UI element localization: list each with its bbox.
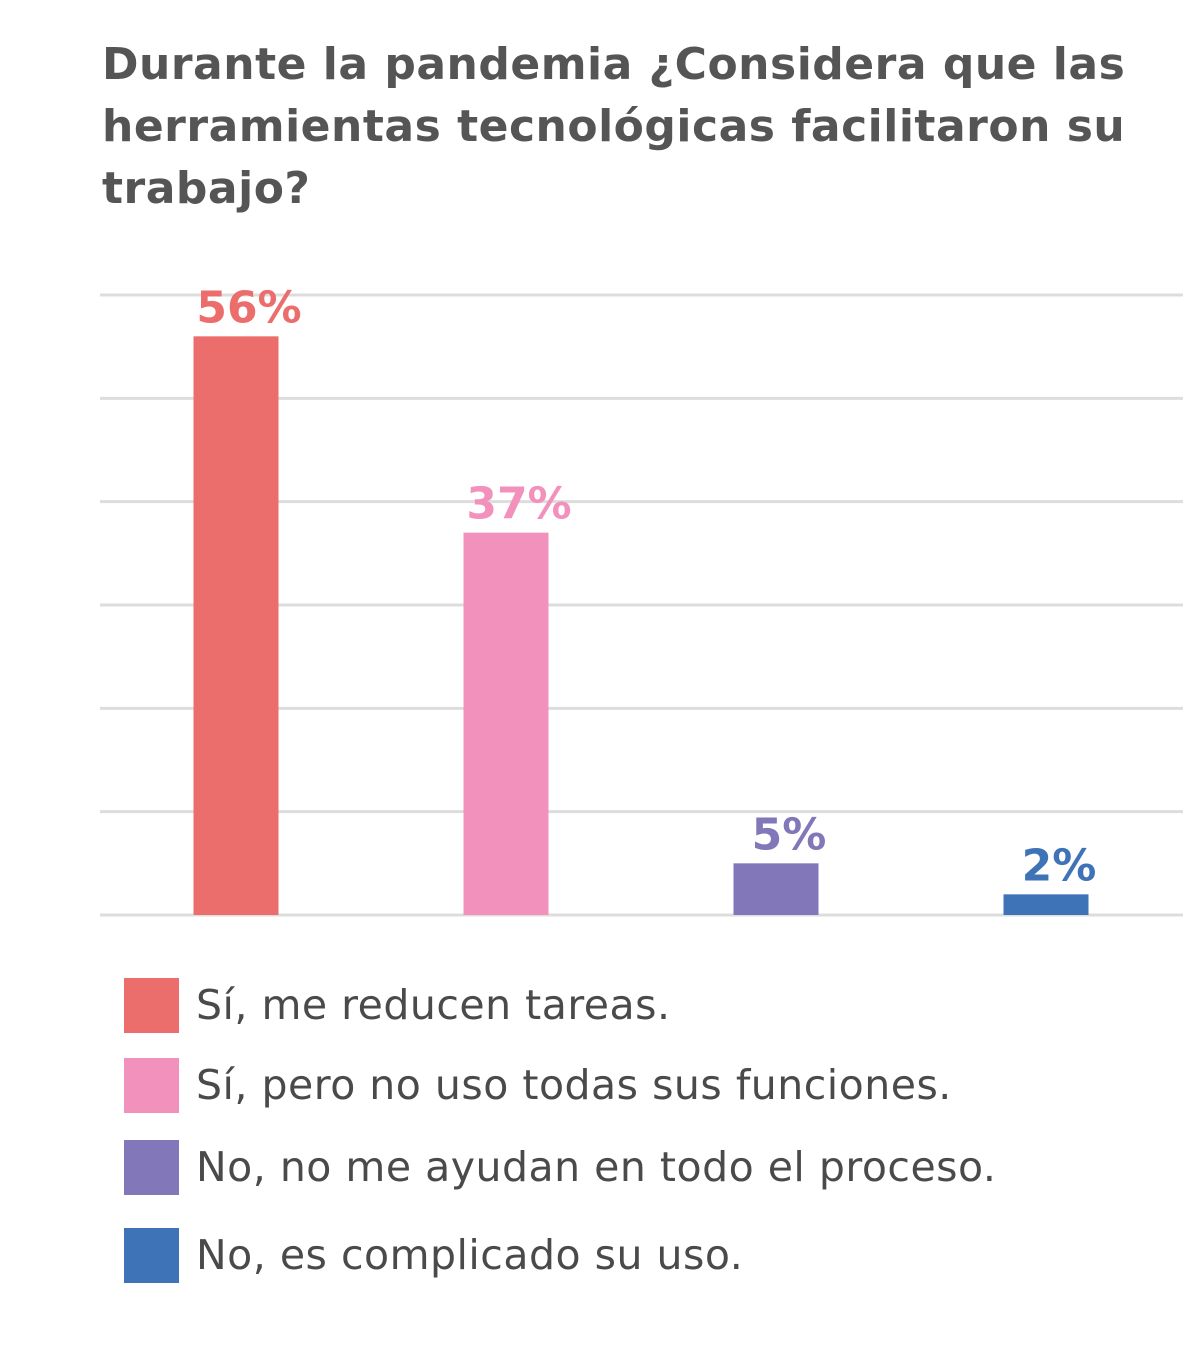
legend-swatch bbox=[124, 1140, 179, 1195]
bars bbox=[193, 336, 1089, 915]
legend-swatch bbox=[124, 1058, 179, 1113]
data-labels: 56% 37% 5% 2% bbox=[196, 282, 1096, 891]
data-label: 37% bbox=[466, 479, 571, 530]
legend-swatch bbox=[124, 978, 179, 1033]
legend-label: Sí, pero no uso todas sus funciones. bbox=[196, 1061, 952, 1109]
legend-label: No, no me ayudan en todo el proceso. bbox=[196, 1143, 997, 1191]
chart-title: Durante la pandemia ¿Considera que las h… bbox=[102, 39, 1126, 214]
bar bbox=[733, 863, 819, 915]
gridlines bbox=[100, 293, 1183, 917]
bar-chart: 56% 37% 5% 2% bbox=[100, 282, 1183, 917]
legend-label: Sí, me reducen tareas. bbox=[196, 981, 671, 1029]
data-label: 56% bbox=[196, 282, 301, 333]
data-label: 5% bbox=[752, 809, 827, 860]
bar bbox=[193, 336, 279, 915]
legend-label: No, es complicado su uso. bbox=[196, 1231, 744, 1279]
legend-swatch bbox=[124, 1228, 179, 1283]
data-label: 2% bbox=[1022, 840, 1097, 891]
bar bbox=[463, 532, 549, 915]
bar bbox=[1003, 894, 1089, 915]
